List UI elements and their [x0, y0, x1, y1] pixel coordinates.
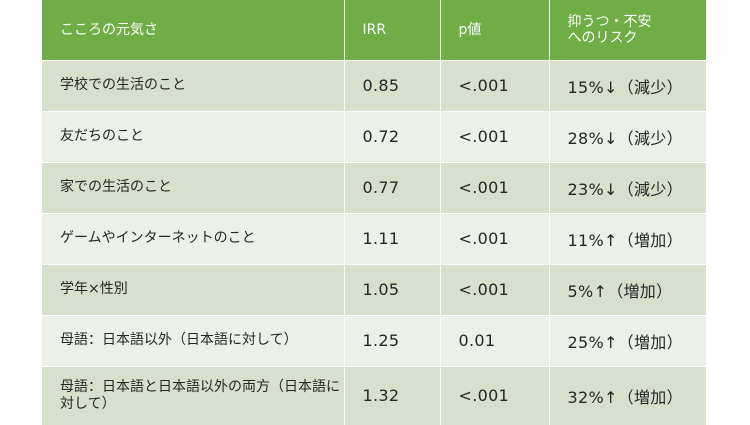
irr-value: 1.05 [344, 263, 441, 315]
irr-value: 0.72 [344, 110, 441, 162]
row-label: 母語：日本語と日本語以外の両方（日本語に対して） [42, 365, 345, 425]
row-label: 学年×性別 [42, 263, 345, 315]
table-row: ゲームやインターネットのこと 1.11 <.001 11%↑（増加） [42, 212, 706, 264]
table-row: 母語：日本語以外（日本語に対して） 1.25 0.01 25%↑（増加） [42, 314, 706, 366]
table-row: 母語：日本語と日本語以外の両方（日本語に対して） 1.32 <.001 32%↑… [42, 365, 706, 425]
header-irr: IRR [344, 0, 441, 60]
risk-value: 23%↓（減少） [549, 161, 706, 213]
risk-value: 15%↓（減少） [549, 59, 706, 111]
header-risk: 抑うつ・不安 へのリスク [549, 0, 706, 60]
row-label: 母語：日本語以外（日本語に対して） [42, 314, 345, 366]
risk-value: 32%↑（増加） [549, 365, 706, 425]
irr-value: 0.77 [344, 161, 441, 213]
results-table-container: こころの元気さ IRR p値 抑うつ・不安 へのリスク 学校での生活のこと 0.… [42, 0, 706, 425]
header-p-value: p値 [440, 0, 550, 60]
row-label: 家での生活のこと [42, 161, 345, 213]
table-row: 学年×性別 1.05 <.001 5%↑（増加） [42, 263, 706, 315]
risk-value: 28%↓（減少） [549, 110, 706, 162]
table-header-row: こころの元気さ IRR p値 抑うつ・不安 へのリスク [42, 0, 706, 60]
header-risk-line1: 抑うつ・不安 [567, 13, 652, 30]
irr-value: 1.11 [344, 212, 441, 264]
table-row: 家での生活のこと 0.77 <.001 23%↓（減少） [42, 161, 706, 213]
p-value: <.001 [440, 59, 550, 111]
p-value: <.001 [440, 110, 550, 162]
header-mental-health: こころの元気さ [42, 0, 345, 60]
p-value: <.001 [440, 365, 550, 425]
table-row: 学校での生活のこと 0.85 <.001 15%↓（減少） [42, 59, 706, 111]
p-value: <.001 [440, 161, 550, 213]
row-label: ゲームやインターネットのこと [42, 212, 345, 264]
p-value: <.001 [440, 212, 550, 264]
risk-value: 5%↑（増加） [549, 263, 706, 315]
p-value: <.001 [440, 263, 550, 315]
risk-value: 11%↑（増加） [549, 212, 706, 264]
irr-value: 0.85 [344, 59, 441, 111]
row-label: 学校での生活のこと [42, 59, 345, 111]
results-table: こころの元気さ IRR p値 抑うつ・不安 へのリスク 学校での生活のこと 0.… [42, 0, 706, 425]
header-risk-line2: へのリスク [567, 29, 638, 46]
table-row: 友だちのこと 0.72 <.001 28%↓（減少） [42, 110, 706, 162]
row-label: 友だちのこと [42, 110, 345, 162]
irr-value: 1.32 [344, 365, 441, 425]
risk-value: 25%↑（増加） [549, 314, 706, 366]
irr-value: 1.25 [344, 314, 441, 366]
p-value: 0.01 [440, 314, 550, 366]
